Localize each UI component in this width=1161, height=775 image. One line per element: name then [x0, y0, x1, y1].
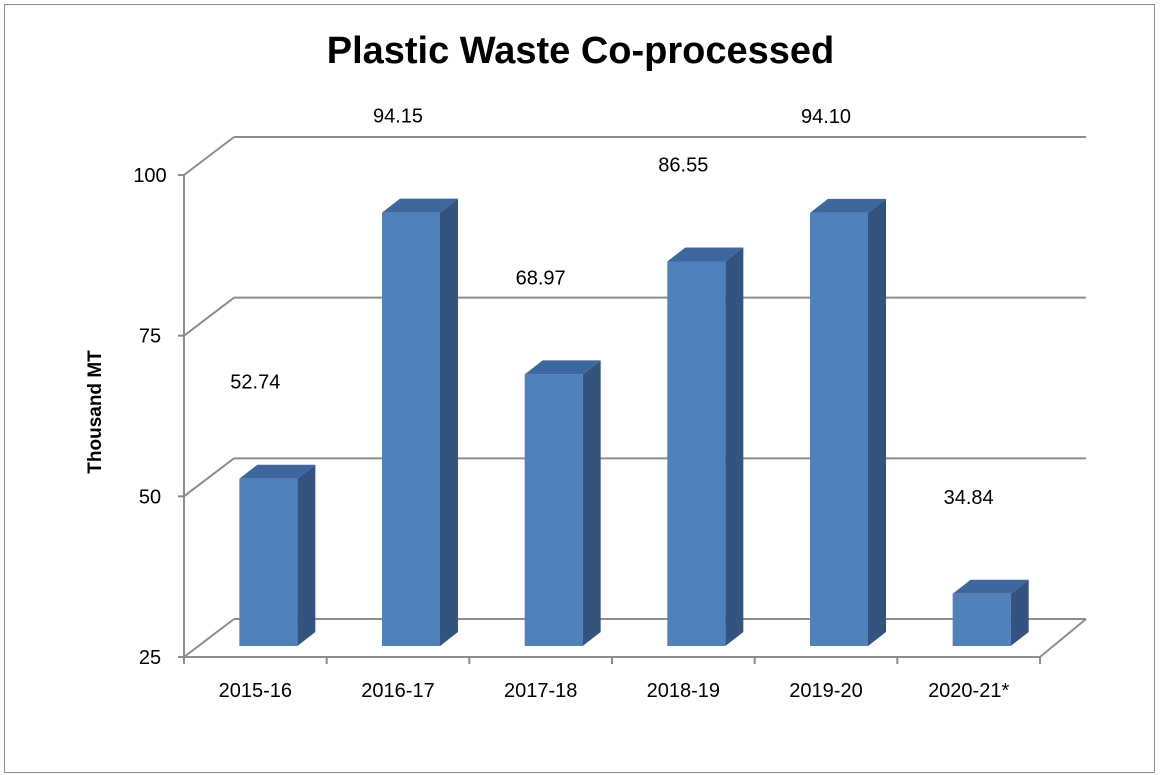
y-tick-label: 25 [139, 647, 161, 669]
x-tick-label: 2016-17 [361, 680, 434, 702]
bar-front [667, 261, 726, 646]
bar-top [239, 464, 316, 479]
bar [810, 198, 886, 646]
x-tick-label: 2015-16 [219, 680, 292, 702]
x-tick-label: 2019-20 [789, 680, 862, 702]
bar-side [440, 198, 458, 646]
x-tick-label: 2020-21* [928, 680, 1009, 702]
bars [239, 198, 1029, 646]
bar-top [667, 247, 744, 262]
bar-front [382, 212, 440, 646]
bar [239, 464, 316, 646]
bar [382, 198, 458, 646]
data-label: 94.10 [801, 106, 851, 128]
bar-top [810, 198, 886, 213]
gridline-diagonal [183, 618, 235, 658]
data-label: 68.97 [516, 267, 566, 289]
bar-side [868, 198, 886, 646]
y-tick-label: 50 [139, 486, 161, 508]
bar-side [1010, 579, 1029, 646]
gridline-diagonal [183, 296, 235, 337]
bar-side [582, 360, 601, 646]
bar-front [810, 212, 868, 646]
x-tick-label: 2017-18 [504, 680, 577, 702]
y-tick-label: 100 [133, 165, 166, 187]
bar [952, 579, 1029, 646]
bar-side [297, 464, 316, 646]
bar [667, 247, 744, 646]
x-tick-label: 2018-19 [647, 680, 720, 702]
y-axis-label: Thousand MT [85, 350, 106, 474]
bar-top [952, 579, 1029, 594]
data-label: 34.84 [944, 487, 994, 509]
floor-right-edge [1039, 618, 1087, 658]
y-tick-label: 75 [139, 326, 161, 348]
gridlines [183, 136, 1087, 658]
bar-top [382, 198, 458, 213]
bar-front [524, 374, 583, 646]
bar-front [952, 593, 1011, 646]
data-label: 94.15 [373, 106, 423, 128]
bar-front [239, 478, 298, 646]
bar-side [725, 247, 744, 646]
bar-top [524, 360, 601, 375]
axes: 25 50 75 100 2015-16 2016-17 2017-18 2018-19 201… [133, 165, 1041, 702]
data-label: 52.74 [230, 372, 280, 394]
gridline-diagonal [183, 457, 235, 498]
bar [524, 360, 601, 646]
data-label: 86.55 [658, 154, 708, 176]
gridline-diagonal [183, 136, 235, 176]
data-labels: 52.74 94.15 68.97 86.55 94.10 34.84 [230, 106, 993, 509]
chart-title: Plastic Waste Co-processed [326, 30, 835, 72]
